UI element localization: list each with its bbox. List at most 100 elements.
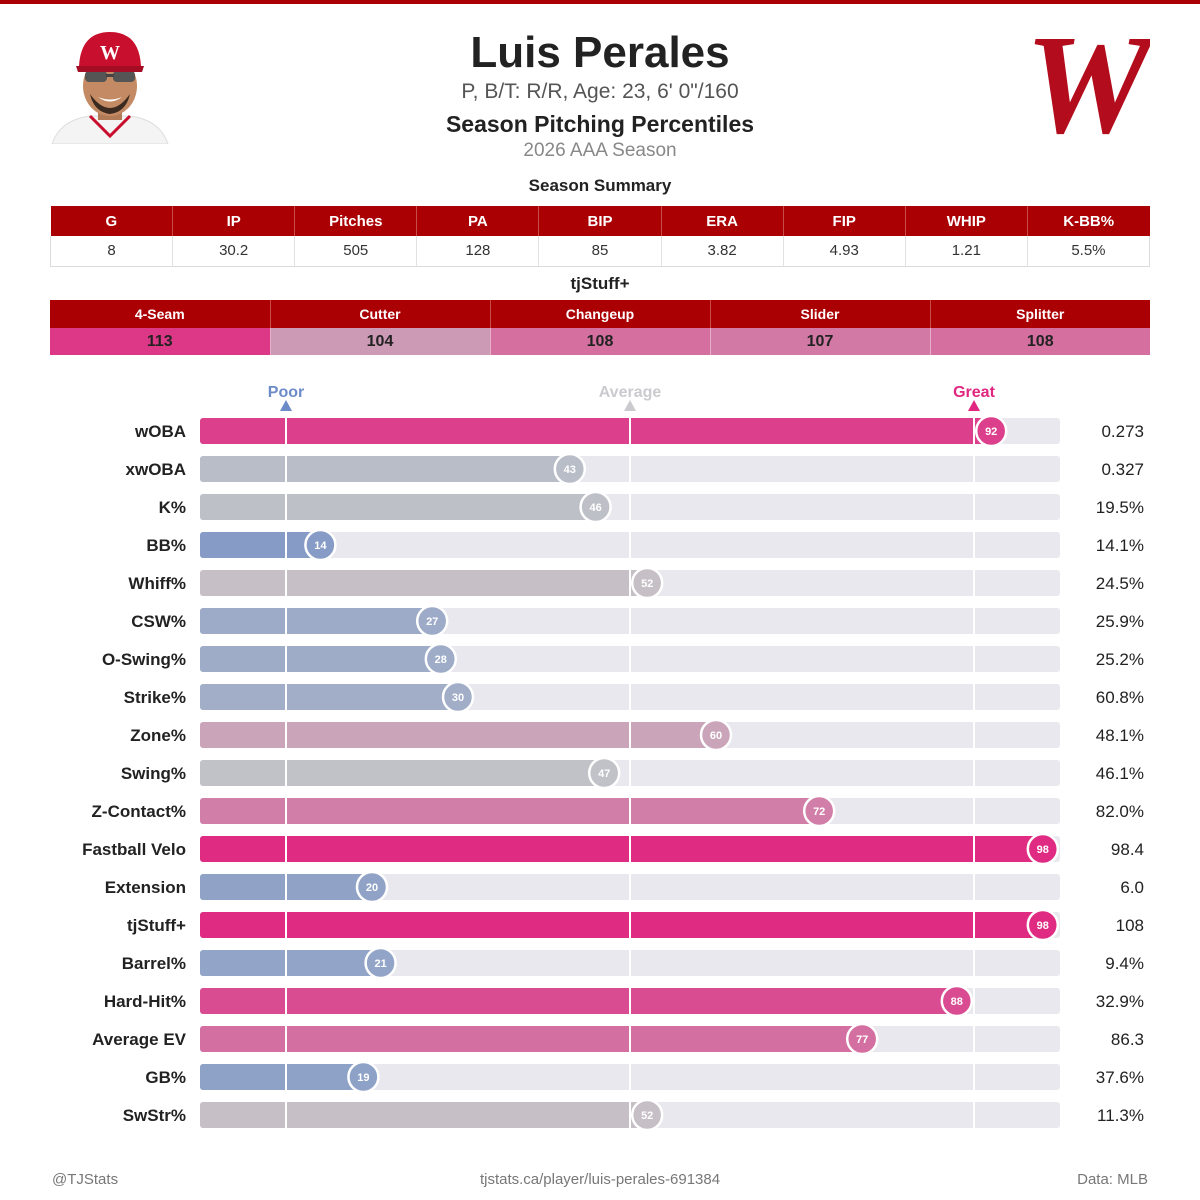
stat-value: 14.1% xyxy=(1096,536,1144,555)
percentile-value: 77 xyxy=(856,1034,868,1046)
percentile-value: 14 xyxy=(314,540,327,552)
stuff-header: 4-Seam xyxy=(50,300,270,328)
top-accent-bar xyxy=(0,0,1200,4)
percentile-value: 46 xyxy=(589,502,601,514)
stat-value: 25.9% xyxy=(1096,612,1144,631)
stuff-value: 113 xyxy=(50,328,270,355)
stuff-value: 108 xyxy=(929,328,1150,355)
cap-logo: W xyxy=(100,42,120,64)
metric-label: SwStr% xyxy=(123,1106,186,1125)
summary-value: 8 xyxy=(49,236,173,267)
stat-value: 37.6% xyxy=(1096,1068,1144,1087)
percentile-marker xyxy=(424,642,458,676)
percentile-bar xyxy=(200,988,957,1014)
percentile-chart: Poor Average Great wOBA 92 0.273 xwOBA 43 0.327 K… xyxy=(82,384,1144,1132)
metric-label: O-Swing% xyxy=(102,650,186,669)
metric-label: Hard-Hit% xyxy=(104,992,186,1011)
percentile-value: 92 xyxy=(985,426,997,438)
percentile-value: 30 xyxy=(452,692,464,704)
percentile-marker xyxy=(630,1098,664,1132)
summary-header: ERA xyxy=(660,206,784,236)
percentile-bar xyxy=(200,608,433,634)
reference-marker xyxy=(968,400,980,411)
percentile-bar xyxy=(200,836,1043,862)
stat-value: 48.1% xyxy=(1096,726,1144,745)
metric-label: BB% xyxy=(146,536,186,555)
percentile-bar xyxy=(200,532,321,558)
percentile-value: 72 xyxy=(813,806,825,818)
report-title: Season Pitching Percentiles xyxy=(445,111,755,137)
percentile-marker xyxy=(347,1060,380,1094)
stat-value: 6.0 xyxy=(1120,878,1144,897)
metric-label: Barrel% xyxy=(122,954,186,973)
metric-label: Extension xyxy=(105,878,186,897)
summary-value: 85 xyxy=(538,236,662,267)
metric-label: CSW% xyxy=(131,612,186,631)
stuff-header: Splitter xyxy=(929,300,1150,328)
percentile-bar xyxy=(200,760,605,786)
percentile-marker xyxy=(587,756,621,790)
stat-value: 9.4% xyxy=(1105,954,1144,973)
summary-value: 1.21 xyxy=(904,236,1028,267)
stuff-header: Changeup xyxy=(489,300,710,328)
reference-marker xyxy=(624,400,636,411)
summary-value: 30.2 xyxy=(172,236,295,267)
percentile-bar xyxy=(200,570,648,596)
percentile-value: 98 xyxy=(1037,844,1049,856)
summary-header: Pitches xyxy=(294,206,417,236)
percentile-marker xyxy=(699,718,733,752)
metric-label: xwOBA xyxy=(126,460,186,479)
percentile-marker xyxy=(974,414,1008,448)
player-info: P, B/T: R/R, Age: 23, 6' 0"/160 xyxy=(461,80,739,103)
percentile-marker xyxy=(1026,832,1060,866)
summary-header: WHIP xyxy=(904,206,1028,236)
percentile-value: 20 xyxy=(366,882,378,894)
summary-value: 505 xyxy=(294,236,417,267)
stuff-value: 108 xyxy=(489,328,710,355)
footer-handle: @TJStats xyxy=(52,1171,119,1188)
reference-marker xyxy=(280,400,292,411)
percentile-marker xyxy=(304,528,337,562)
stuff-value-row: 113 104 108 107 108 xyxy=(50,328,1150,355)
percentile-value: 21 xyxy=(374,958,386,970)
metric-label: wOBA xyxy=(134,422,186,441)
percentile-marker xyxy=(802,794,836,828)
reference-label: Poor xyxy=(268,384,304,401)
percentile-marker xyxy=(579,490,612,524)
percentile-value: 43 xyxy=(564,464,576,476)
stat-value: 98.4 xyxy=(1111,840,1144,859)
stat-value: 0.273 xyxy=(1101,422,1144,441)
summary-value: 128 xyxy=(416,236,539,267)
stuff-title: tjStuff+ xyxy=(570,274,630,293)
metric-label: Average EV xyxy=(92,1030,187,1049)
stuff-header-row: 4-Seam Cutter Changeup Slider Splitter xyxy=(50,300,1150,328)
stat-value: 32.9% xyxy=(1096,992,1144,1011)
summary-value: 5.5% xyxy=(1026,236,1151,267)
metric-label: tjStuff+ xyxy=(127,916,186,935)
percentile-bar xyxy=(200,722,716,748)
percentile-bar xyxy=(200,456,570,482)
percentile-value: 52 xyxy=(641,1110,653,1122)
stat-value: 19.5% xyxy=(1096,498,1144,517)
stat-value: 46.1% xyxy=(1096,764,1144,783)
percentile-value: 60 xyxy=(710,730,722,742)
summary-header: G xyxy=(50,206,173,236)
metric-label: Z-Contact% xyxy=(92,802,186,821)
percentile-value: 28 xyxy=(435,654,447,666)
footer-url: tjstats.ca/player/luis-perales-691384 xyxy=(479,1171,721,1188)
stuff-header: Slider xyxy=(709,300,930,328)
percentile-marker xyxy=(1026,908,1060,942)
stuff-value: 104 xyxy=(269,328,490,355)
stat-value: 86.3 xyxy=(1111,1030,1144,1049)
metric-label: Fastball Velo xyxy=(82,840,186,859)
player-headshot: W xyxy=(50,24,170,144)
percentile-bar xyxy=(200,1102,648,1128)
summary-header: K-BB% xyxy=(1026,206,1150,236)
stat-value: 0.327 xyxy=(1101,460,1144,479)
percentile-bar xyxy=(200,684,458,710)
stat-value: 108 xyxy=(1116,916,1144,935)
metric-label: Strike% xyxy=(124,688,186,707)
stuff-value: 107 xyxy=(709,328,930,355)
percentile-marker xyxy=(441,680,475,714)
stat-value: 11.3% xyxy=(1097,1106,1144,1125)
